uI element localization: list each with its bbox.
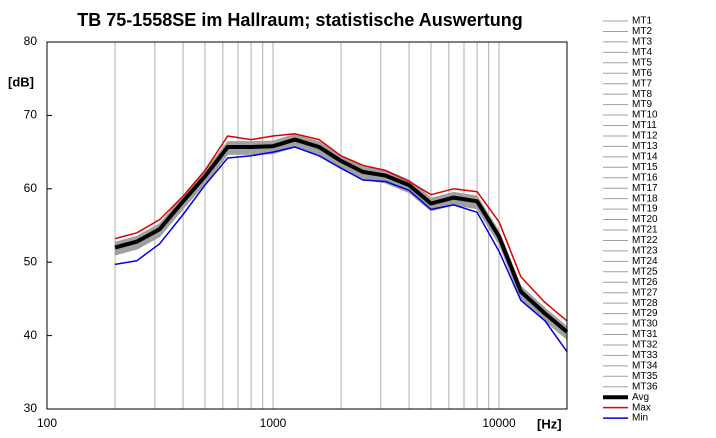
legend-label: MT15 [632, 162, 658, 173]
y-tick-label: 50 [24, 254, 38, 268]
legend-label: MT16 [632, 172, 658, 183]
legend-label: MT31 [632, 329, 658, 340]
legend-label: MT23 [632, 246, 658, 257]
legend-label: MT8 [632, 89, 652, 100]
legend-label: MT32 [632, 340, 658, 351]
series-line [114, 133, 568, 322]
legend-label: MT3 [632, 37, 652, 48]
legend-label: MT13 [632, 141, 658, 152]
legend-label: MT14 [632, 151, 658, 162]
y-tick-label: 40 [24, 328, 38, 342]
legend-label: MT35 [632, 371, 658, 382]
x-tick-label: 1000 [260, 416, 287, 430]
legend-label: MT6 [632, 68, 652, 79]
legend-label: MT29 [632, 308, 658, 319]
legend-label: Max [632, 402, 651, 413]
legend-label: MT18 [632, 193, 658, 204]
legend-label: MT4 [632, 47, 652, 58]
x-tick-label: 10000 [482, 416, 516, 430]
legend-label: MT22 [632, 235, 658, 246]
y-axis-label: [dB] [8, 74, 34, 89]
chart-title: TB 75-1558SE im Hallraum; statistische A… [77, 10, 522, 30]
legend-label: MT2 [632, 26, 652, 37]
legend-label: MT26 [632, 277, 658, 288]
y-tick-label: 30 [24, 401, 38, 415]
y-tick-label: 60 [24, 181, 38, 195]
legend-label: MT28 [632, 298, 658, 309]
legend-label: MT20 [632, 214, 658, 225]
legend-label: MT17 [632, 183, 658, 194]
legend-label: MT21 [632, 225, 658, 236]
plot-frame [46, 41, 568, 410]
y-tick-label: 80 [24, 34, 38, 48]
x-axis-label: [Hz] [537, 416, 562, 431]
legend-label: MT30 [632, 319, 658, 330]
legend-label: MT36 [632, 381, 658, 392]
legend-label: MT10 [632, 110, 658, 121]
legend-label: MT19 [632, 204, 658, 215]
legend-label: MT5 [632, 57, 652, 68]
legend-label: MT24 [632, 256, 658, 267]
legend-label: Avg [632, 392, 649, 403]
series-line [114, 146, 568, 353]
legend-label: MT1 [632, 16, 652, 27]
y-tick-label: 70 [24, 108, 38, 122]
legend-label: Min [632, 413, 648, 424]
legend-label: MT34 [632, 360, 658, 371]
legend-label: MT33 [632, 350, 658, 361]
legend-label: MT7 [632, 78, 652, 89]
legend-label: MT9 [632, 99, 652, 110]
x-tick-label: 100 [37, 416, 57, 430]
series-line [114, 137, 569, 334]
legend-label: MT25 [632, 266, 658, 277]
legend-label: MT11 [632, 120, 657, 131]
legend-label: MT12 [632, 131, 658, 142]
legend-label: MT27 [632, 287, 658, 298]
